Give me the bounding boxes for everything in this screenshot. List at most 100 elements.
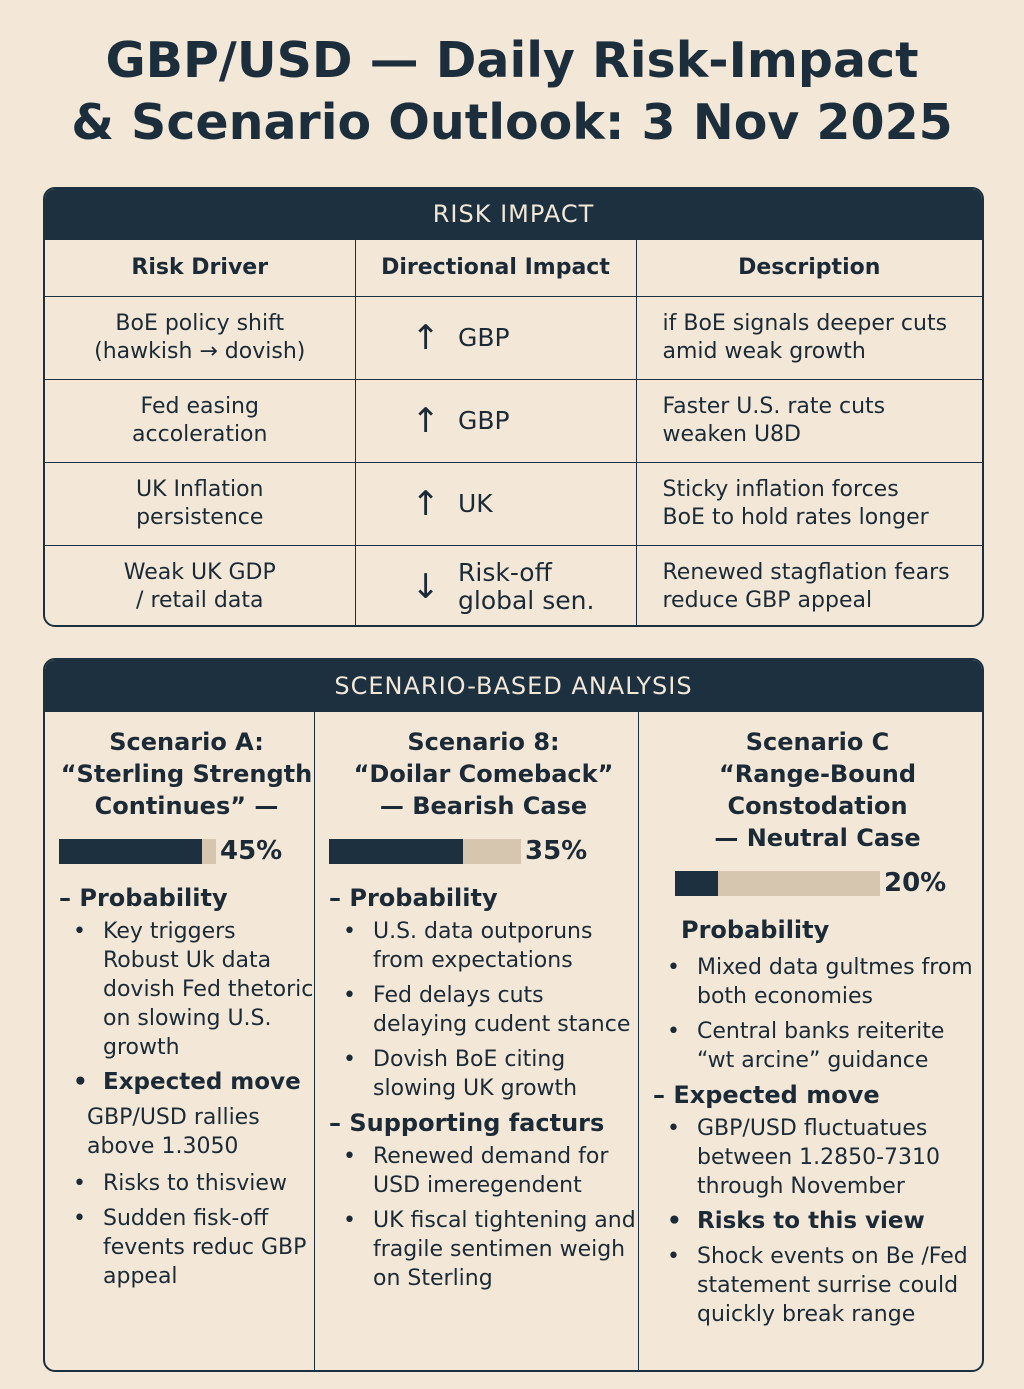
risk-driver-cell: Fed easing accoleration	[45, 379, 356, 463]
scenario-title-line: “Doilar Comeback”	[353, 760, 614, 788]
probability-bar: 35%	[329, 836, 638, 866]
description-line: weaken U8D	[662, 422, 801, 447]
column-header: Risk Driver	[45, 240, 356, 297]
impact-cell: ↑ UK	[354, 462, 637, 546]
arrow-up-icon: ↑	[411, 318, 441, 358]
bullet-item: Central banks reiterite “wt arcine” guid…	[653, 1017, 982, 1075]
probability-track	[329, 838, 521, 864]
probability-fill	[59, 838, 202, 864]
scenario-title-line: — Neutral Case	[714, 824, 921, 852]
section-heading: Risks to this view	[653, 1207, 982, 1236]
table-row: Fed easing accoleration ↑ GBP Faster U.S. ra…	[45, 379, 982, 463]
probability-fill	[675, 870, 719, 896]
description-line: amid weak growth	[662, 339, 866, 364]
arrow-up-icon: ↑	[411, 484, 441, 524]
impact-text: UK	[458, 490, 493, 518]
bullet-item: UK fiscal tightening and fragile sentime…	[329, 1206, 638, 1293]
impact: ↑ GBP	[357, 401, 635, 441]
risk-impact-header: RISK IMPACT	[45, 189, 982, 240]
table-row: UK Inflation persistence ↑ UK Sticky inflati…	[45, 462, 982, 546]
bullet-item: U.S. data outporuns from expectations	[329, 917, 638, 975]
impact: ↑ GBP	[357, 318, 635, 358]
bullet-item: Sudden fisk-off fevents reduc GBP appeal	[59, 1204, 314, 1291]
probability-bar: 20%	[675, 868, 982, 898]
description-line: Renewed stagflation fears	[662, 560, 950, 586]
title-line-1: GBP/USD — Daily Risk-Impact	[105, 32, 919, 89]
probability-track	[59, 838, 216, 864]
impact-cell: ↑ GBP	[354, 296, 637, 380]
section-heading: – Probability	[59, 884, 228, 912]
impact-line: global sen.	[458, 586, 595, 616]
impact-line: Risk-off	[458, 558, 552, 588]
page-title: GBP/USD — Daily Risk-Impact & Scenario Ou…	[0, 30, 1024, 154]
impact-line: GBP	[458, 406, 510, 435]
description-line: reduce GBP appeal	[662, 588, 873, 614]
scenario-title-line: “Sterling Strength	[60, 760, 313, 788]
risk-table: Risk Driver Directional Impact Descripti…	[45, 240, 982, 625]
title-line-2: & Scenario Outlook: 3 Nov 2025	[71, 94, 953, 151]
bullet-item: Fed delays cuts delaying cudent stance	[329, 981, 638, 1039]
section-heading: – Supporting facturs	[329, 1109, 605, 1137]
risk-driver-line: (hawkish → dovish)	[94, 339, 306, 364]
impact: ↑ UK	[357, 484, 635, 524]
arrow-down-icon: ↓	[411, 567, 441, 608]
table-row: BoE policy shift (hawkish → dovish) ↑ GBP if…	[45, 296, 982, 380]
scenario-analysis: SCENARIO-BASED ANALYSIS Scenario A: “Ster…	[43, 658, 984, 1372]
risk-driver-line: persistence	[136, 505, 264, 530]
scenario-title-line: Continues” —	[94, 792, 279, 820]
impact-cell: ↓ Risk-off global sen.	[354, 545, 637, 625]
column-header: Directional Impact	[354, 240, 637, 297]
risk-impact-table: RISK IMPACT Risk Driver Directional Impa…	[43, 187, 984, 627]
description-cell: if BoE signals deeper cuts amid weak grow…	[635, 296, 982, 380]
detail-text: GBP/USD rallies above 1.3050	[87, 1105, 260, 1159]
description-line: Faster U.S. rate cuts	[662, 394, 886, 419]
section-heading: Expected move	[59, 1068, 314, 1097]
risk-driver-cell: UK Inflation persistence	[45, 462, 356, 546]
scenario-column: Scenario A: “Sterling Strength Continues” …	[45, 712, 315, 1370]
impact-cell: ↑ GBP	[354, 379, 637, 463]
bullet-item: Key triggers Robust Uk data dovish Fed t…	[59, 917, 314, 1062]
probability-fill	[329, 838, 464, 864]
risk-driver-cell: BoE policy shift (hawkish → dovish)	[45, 296, 356, 380]
section-heading: – Expected move	[653, 1081, 880, 1109]
probability-value: 45%	[220, 836, 283, 866]
impact-line: GBP	[458, 323, 510, 352]
scenario-title: Scenario C “Range-Bound Constodation — Neu…	[653, 726, 982, 854]
probability-track	[675, 870, 880, 896]
risk-driver-line: Fed easing	[140, 394, 259, 419]
impact: ↓ Risk-off global sen.	[357, 559, 635, 615]
bullet-item: Renewed demand for USD imeregendent	[329, 1142, 638, 1200]
scenario-header: SCENARIO-BASED ANALYSIS	[45, 660, 982, 712]
section-heading: – Probability	[329, 884, 498, 912]
probability-value: 35%	[525, 836, 588, 866]
bullet-item: Risks to thisview	[59, 1169, 314, 1198]
scenario-column: Scenario 8: “Doilar Comeback” — Bearish Ca…	[315, 712, 639, 1370]
bullet-item: Mixed data gultmes from both economies	[653, 953, 982, 1011]
scenario-title-line: Scenario 8:	[407, 728, 560, 756]
risk-driver-line: accoleration	[132, 422, 268, 447]
description-line: Sticky inflation forces	[662, 477, 899, 502]
scenario-title: Scenario A: “Sterling Strength Continues” …	[59, 726, 314, 822]
scenario-title-line: Scenario C	[745, 728, 890, 756]
risk-driver-line: Weak UK GDP	[123, 560, 276, 586]
impact-text: Risk-off global sen.	[458, 559, 594, 615]
arrow-up-icon: ↑	[411, 401, 441, 441]
description-cell: Faster U.S. rate cuts weaken U8D	[635, 379, 982, 463]
table-row: Weak UK GDP / retail data ↓ Risk-off global …	[45, 545, 982, 625]
probability-value: 20%	[884, 868, 947, 898]
probability-bar: 45%	[59, 836, 314, 866]
risk-driver-line: / retail data	[136, 588, 264, 614]
impact-text: GBP	[458, 324, 510, 352]
risk-driver-cell: Weak UK GDP / retail data	[45, 545, 356, 625]
section-heading: Probability	[681, 916, 830, 944]
risk-driver-line: UK Inflation	[136, 477, 264, 502]
column-header: Description	[635, 240, 982, 297]
scenario-title: Scenario 8: “Doilar Comeback” — Bearish Ca…	[329, 726, 638, 822]
bullet-item: Shock events on Be /Fed statement surris…	[653, 1242, 982, 1329]
description-line: if BoE signals deeper cuts	[662, 311, 948, 336]
scenario-title-line: “Range-Bound Constodation	[718, 760, 917, 820]
impact-line: UK	[458, 489, 493, 518]
description-cell: Sticky inflation forces BoE to hold rates…	[635, 462, 982, 546]
description-cell: Renewed stagflation fears reduce GBP appe…	[635, 545, 982, 625]
scenario-title-line: Scenario A:	[109, 728, 264, 756]
